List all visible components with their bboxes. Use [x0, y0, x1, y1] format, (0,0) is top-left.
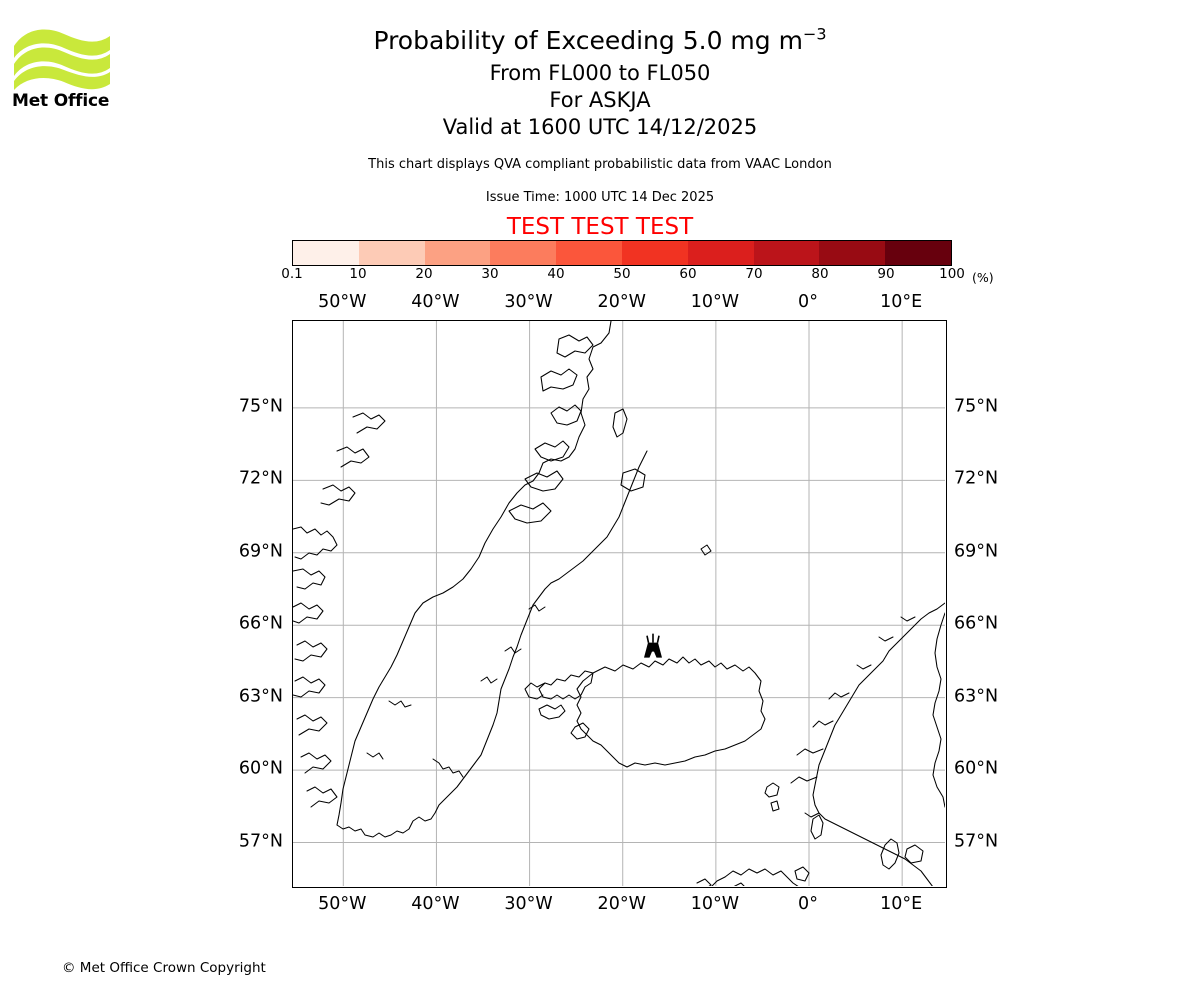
colorbar-tick-80: 80	[811, 266, 829, 282]
data-source-note: This chart displays QVA compliant probab…	[368, 157, 832, 172]
lat-label-right-63: 63°N	[954, 685, 999, 706]
map-canvas	[293, 321, 945, 886]
colorbar-tick-10: 10	[349, 266, 367, 282]
colorbar-segment-5	[621, 241, 688, 265]
colorbar-tick-40: 40	[547, 266, 565, 282]
lat-label-left-63: 63°N	[238, 685, 283, 706]
met-office-logo-text: Met Office	[12, 91, 110, 111]
lat-label-left-57: 57°N	[238, 830, 283, 851]
probability-colorbar	[292, 240, 952, 266]
colorbar-tick-labels: 0.1 10 20 30 40 50 60 70 80 90 100	[281, 266, 965, 284]
colorbar-tick-90: 90	[877, 266, 895, 282]
lat-label-left-69: 69°N	[238, 541, 283, 562]
lat-label-left-66: 66°N	[238, 613, 283, 634]
lon-label-top--40: 40°W	[411, 292, 460, 312]
colorbar-segment-8	[819, 241, 886, 265]
colorbar-tick-50: 50	[613, 266, 631, 282]
map-panel[interactable]	[292, 320, 947, 888]
map-gridlines	[293, 321, 945, 886]
colorbar-segment-4	[556, 241, 622, 265]
colorbar-tick-30: 30	[481, 266, 499, 282]
lon-label-top--20: 20°W	[597, 292, 646, 312]
flight-level-range: From FL000 to FL050	[489, 61, 711, 85]
colorbar-tick-60: 60	[679, 266, 697, 282]
colorbar-tick-70: 70	[745, 266, 763, 282]
issue-time: Issue Time: 1000 UTC 14 Dec 2025	[485, 190, 715, 205]
colorbar-tick-0.1: 0.1	[281, 266, 303, 282]
lat-label-right-69: 69°N	[954, 541, 999, 562]
colorbar-segment-2	[424, 241, 491, 265]
lon-label-top--10: 10°W	[690, 292, 740, 312]
test-banner: TEST TEST TEST	[506, 214, 694, 240]
colorbar-segment-9	[885, 241, 951, 265]
lat-label-right-60: 60°N	[954, 758, 999, 779]
title-exponent: −3	[802, 24, 827, 44]
lon-label-bottom--20: 20°W	[597, 894, 646, 914]
copyright-notice: © Met Office Crown Copyright	[62, 960, 266, 976]
lon-label-bottom--10: 10°W	[690, 894, 740, 914]
lon-label-top--30: 30°W	[504, 292, 553, 312]
lat-label-left-72: 72°N	[238, 468, 283, 489]
coastlines	[293, 321, 945, 886]
volcano-name: For ASKJA	[549, 88, 651, 112]
lon-label-bottom--50: 50°W	[318, 894, 367, 914]
volcano-eruption-line-2	[656, 635, 660, 643]
colorbar-gradient	[292, 240, 952, 266]
colorbar-segment-6	[687, 241, 754, 265]
valid-time: Valid at 1600 UTC 14/12/2025	[442, 115, 758, 139]
volcano-eruption-line-0	[646, 635, 650, 643]
lon-label-bottom-10: 10°E	[880, 894, 923, 914]
lat-label-right-72: 72°N	[954, 468, 999, 489]
colorbar-segment-3	[490, 241, 557, 265]
lon-label-bottom--40: 40°W	[411, 894, 460, 914]
met-office-logo: Met Office	[12, 24, 112, 114]
volcano-cone-glyph	[643, 642, 662, 658]
lat-label-right-57: 57°N	[954, 830, 999, 851]
colorbar-segment-0	[293, 241, 359, 265]
page-title: Probability of Exceeding 5.0 mg m−3	[0, 24, 1200, 55]
lon-label-top-0: 0°	[798, 292, 818, 312]
colorbar-segment-7	[753, 241, 820, 265]
chart-header: Probability of Exceeding 5.0 mg m−3 From…	[0, 0, 1200, 239]
lon-label-top-10: 10°E	[880, 292, 923, 312]
lon-label-bottom--30: 30°W	[504, 894, 553, 914]
lat-label-right-66: 66°N	[954, 613, 999, 634]
lat-label-right-75: 75°N	[954, 396, 999, 417]
met-office-wave-mark	[14, 29, 110, 90]
colorbar-unit-label: (%)	[972, 270, 994, 285]
lat-label-left-60: 60°N	[238, 758, 283, 779]
colorbar-segment-1	[358, 241, 425, 265]
colorbar-tick-20: 20	[415, 266, 433, 282]
title-text: Probability of Exceeding 5.0 mg m	[373, 26, 803, 55]
lat-label-left-75: 75°N	[238, 396, 283, 417]
lon-label-bottom-0: 0°	[798, 894, 818, 914]
lon-label-top--50: 50°W	[318, 292, 367, 312]
volcano-marker-askja[interactable]	[643, 633, 662, 658]
colorbar-tick-100: 100	[939, 266, 965, 282]
